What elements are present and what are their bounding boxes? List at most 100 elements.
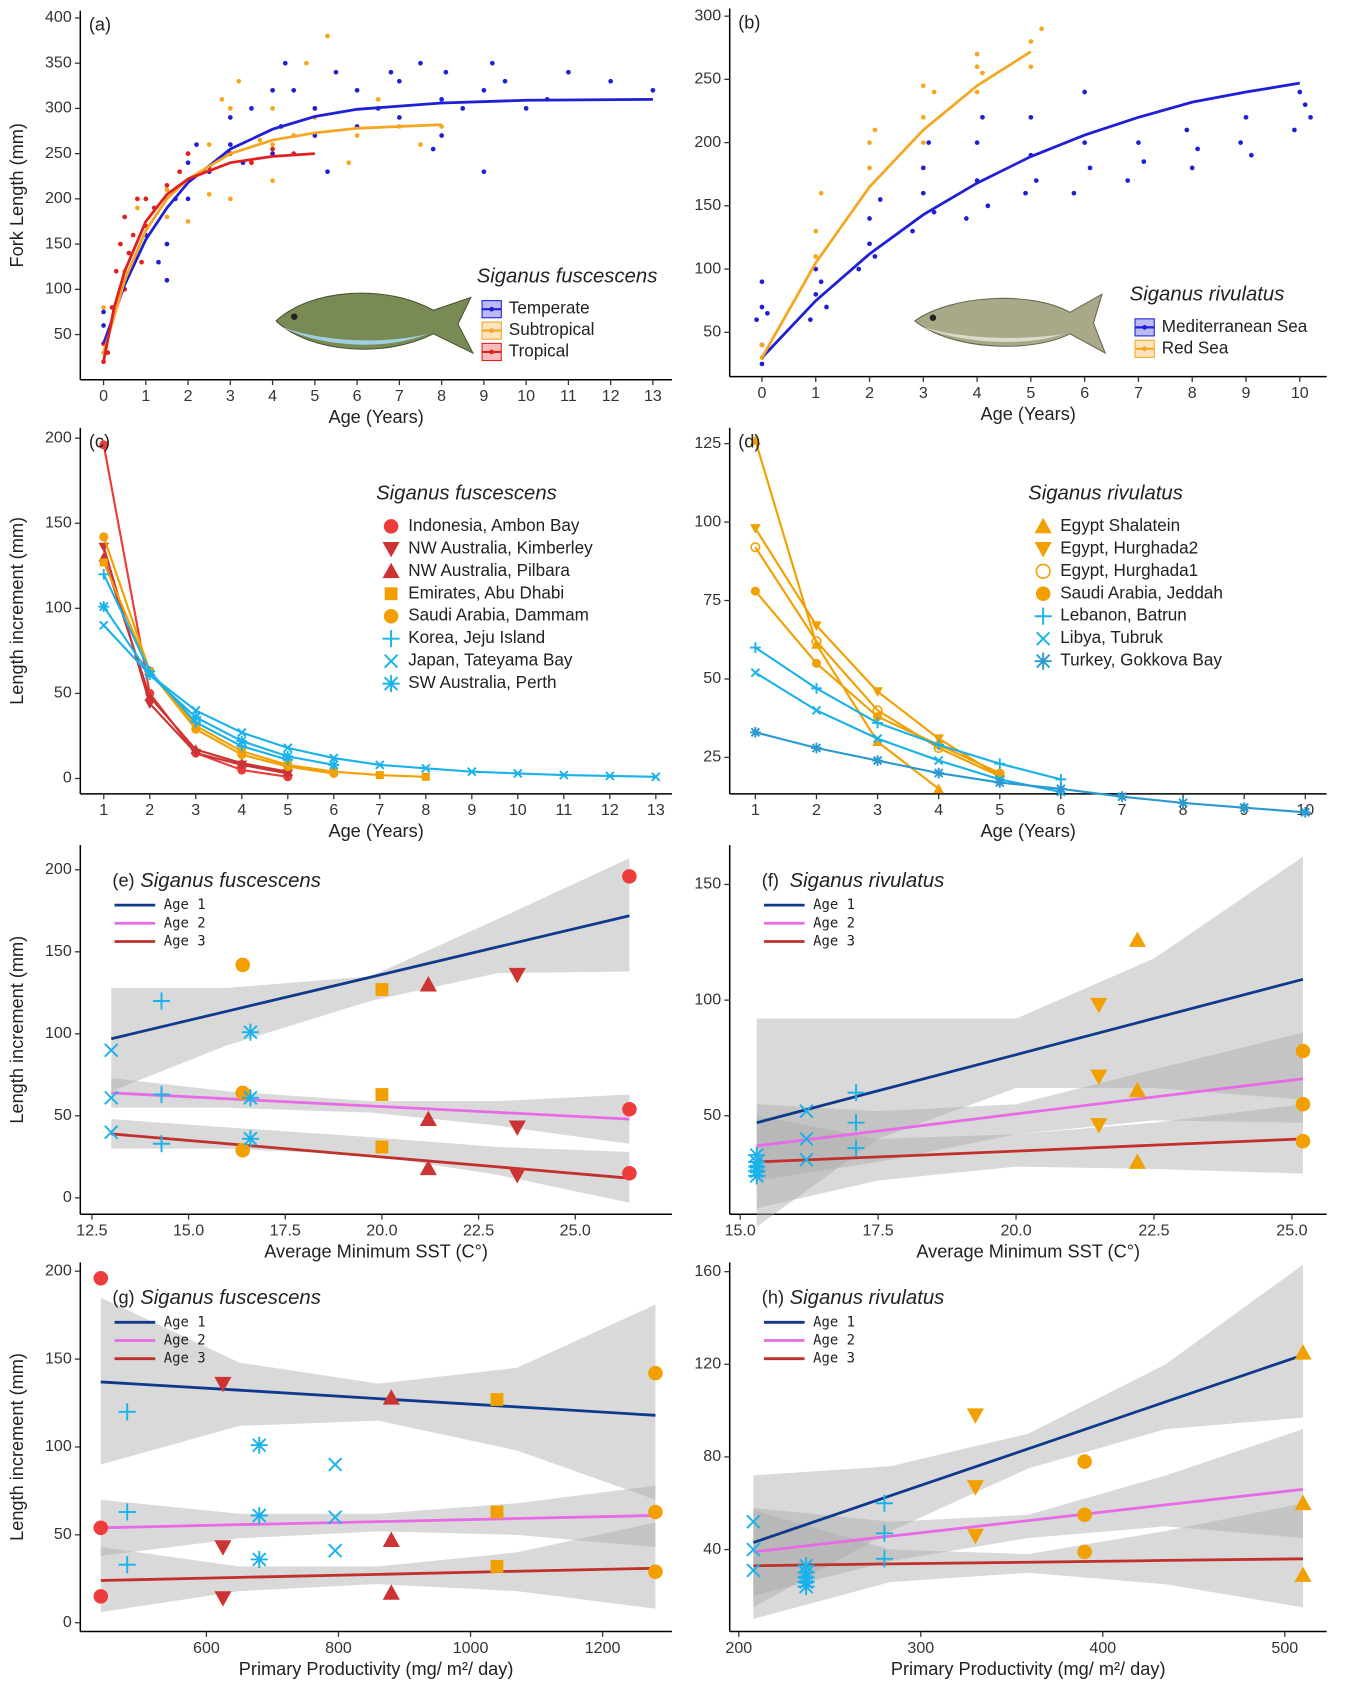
data-point [872,687,883,697]
data-point [974,64,980,70]
confidence-band [111,1119,630,1203]
data-point [622,869,637,884]
series-line [110,914,630,1041]
series-line [754,671,1062,793]
data-point [354,133,360,138]
confidence-band [111,858,630,1092]
legend-label: Egypt Shalatein [1060,516,1180,535]
data-point [875,1550,893,1568]
y-tick-label: 50 [54,325,72,343]
panel-title: Siganus fuscescens [140,870,321,892]
data-point [312,106,318,111]
data-point [985,203,991,209]
data-point [1090,1118,1108,1134]
panel-label: (a) [89,14,111,34]
x-tick-label: 5 [995,801,1004,819]
data-point [101,305,106,310]
data-point [872,736,883,747]
x-tick-label: 25.0 [560,1222,591,1240]
series-line [102,536,334,775]
data-point [93,1520,109,1536]
data-point [1177,797,1189,809]
data-point [1090,997,1108,1014]
y-tick-label: 100 [45,1024,72,1042]
y-tick-label: 100 [45,599,72,617]
data-point [397,115,402,120]
y-tick-label: 300 [694,6,721,24]
data-point [651,772,661,782]
panel-label: (b) [738,12,760,32]
data-point [214,1591,232,1607]
data-point [750,642,761,653]
data-point [759,279,765,285]
y-tick-label: 150 [45,513,72,531]
legend-label: Japan, Tateyama Bay [408,651,573,670]
data-point [118,1403,136,1421]
x-tick-label: 8 [1179,801,1188,819]
data-point [346,160,352,166]
data-point [1308,114,1313,120]
y-tick-label: 300 [45,99,72,117]
data-point [388,69,394,75]
y-tick-label: 50 [703,1106,721,1124]
y-tick-label: 50 [54,684,72,702]
data-point [650,87,656,93]
y-tick-label: 0 [63,1613,72,1631]
x-axis-label: Age (Years) [328,407,423,427]
data-point [877,197,883,202]
data-point [328,1543,343,1558]
legend-key [383,519,399,534]
y-tick-label: 150 [45,1349,72,1367]
x-tick-label: 5 [283,801,292,819]
series-line [100,1514,656,1530]
series-line [111,1132,630,1180]
x-tick-label: 4 [268,387,277,405]
data-point [750,586,760,596]
panel-label: (g) [112,1288,134,1308]
legend-key [1035,563,1051,579]
data-point [811,639,822,649]
data-point [1116,791,1128,802]
data-point [872,717,883,729]
data-point [872,127,878,133]
x-tick-label: 11 [555,801,572,819]
data-point [382,1531,400,1547]
y-tick-label: 50 [703,669,721,687]
data-point [1071,190,1077,196]
y-tick-label: 120 [694,1355,721,1373]
x-tick-label: 12.5 [76,1222,107,1240]
data-point [490,1505,504,1519]
data-point [813,266,819,272]
data-point [1141,159,1147,164]
x-tick-label: 17.5 [270,1222,301,1240]
data-point [439,133,444,138]
legend-key [1034,541,1052,558]
legend-key [382,675,400,693]
x-tick-label: 3 [226,387,235,405]
y-tick-label: 200 [45,189,72,207]
legend-label: Age 3 [164,1351,206,1367]
data-point [99,558,108,567]
x-tick-label: 0 [99,387,108,405]
data-point [236,735,248,747]
data-point [270,106,275,111]
data-point [206,191,212,197]
data-point [421,763,431,773]
data-point [994,758,1006,770]
data-point [933,755,944,766]
x-axis-label: Age (Years) [981,404,1076,424]
x-tick-label: 6 [1056,801,1065,819]
x-tick-label: 12 [602,387,620,405]
x-tick-label: 15.0 [725,1222,756,1240]
legend-title: Siganus fuscescens [376,483,557,505]
series-line [756,1077,1304,1148]
data-point [430,146,436,152]
series-line [102,123,442,354]
legend-label: Mediterranean Sea [1162,317,1308,336]
x-axis-label: Average Minimum SST (C°) [264,1242,488,1262]
legend-key [1142,346,1148,352]
data-point [164,187,170,193]
series-line [755,731,1306,814]
data-point [1055,774,1067,785]
y-tick-label: 40 [703,1540,721,1558]
